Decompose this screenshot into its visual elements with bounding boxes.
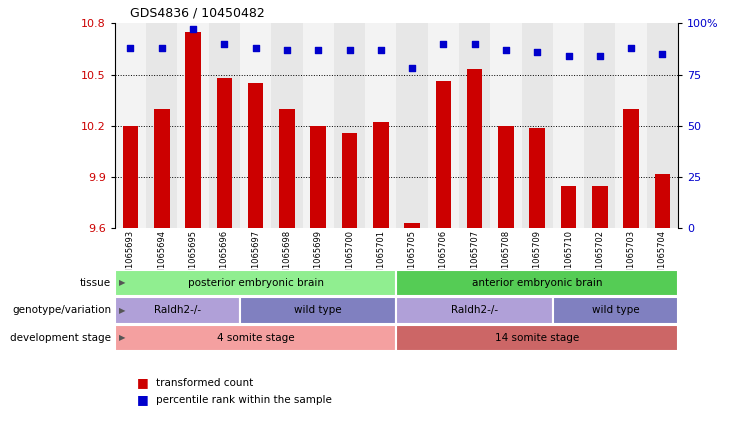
Bar (561, 186, 576, 228)
Text: Raldh2-/-: Raldh2-/- (451, 305, 498, 316)
Text: 14 somite stage: 14 somite stage (495, 333, 579, 343)
Text: genotype/variation: genotype/variation (12, 305, 111, 316)
Text: percentile rank within the sample: percentile rank within the sample (156, 395, 331, 405)
Point (219, 41, 230, 47)
Text: tissue: tissue (80, 278, 111, 288)
Bar (522, 23, 553, 228)
Bar (123, 126, 139, 228)
Bar (247, 83, 264, 228)
Point (344, 47, 356, 53)
Bar (310, 126, 326, 228)
Bar (342, 133, 357, 228)
Text: wild type: wild type (294, 305, 342, 316)
Text: GDS4836 / 10450482: GDS4836 / 10450482 (130, 6, 265, 19)
Text: wild type: wild type (591, 305, 639, 316)
Bar (405, 223, 420, 228)
Bar (334, 23, 365, 228)
Text: development stage: development stage (10, 333, 111, 343)
Point (469, 41, 481, 47)
Bar (373, 122, 388, 228)
Point (375, 47, 387, 53)
Text: anterior embryonic brain: anterior embryonic brain (472, 278, 602, 288)
Bar (302, 23, 334, 228)
Point (531, 49, 543, 55)
Point (156, 44, 167, 51)
Text: Raldh2-/-: Raldh2-/- (154, 305, 201, 316)
Point (187, 26, 199, 33)
Bar (491, 23, 522, 228)
Point (250, 44, 262, 51)
Text: 4 somite stage: 4 somite stage (217, 333, 294, 343)
Bar (271, 23, 302, 228)
Bar (240, 297, 396, 324)
Bar (529, 128, 545, 228)
Bar (396, 23, 428, 228)
Bar (623, 109, 639, 228)
Text: ■: ■ (137, 376, 149, 389)
Text: ▶: ▶ (119, 333, 125, 343)
Point (406, 65, 418, 72)
Point (562, 53, 574, 60)
Bar (279, 109, 295, 228)
Point (657, 51, 668, 58)
Bar (467, 69, 482, 228)
Bar (146, 23, 177, 228)
Text: posterior embryonic brain: posterior embryonic brain (187, 278, 324, 288)
Point (594, 53, 605, 60)
Point (281, 47, 293, 53)
Text: transformed count: transformed count (156, 378, 253, 388)
Bar (115, 325, 396, 351)
Text: ▶: ▶ (119, 306, 125, 315)
Point (312, 47, 324, 53)
Bar (240, 23, 271, 228)
Bar (436, 81, 451, 228)
Bar (553, 297, 678, 324)
Bar (115, 270, 396, 296)
Bar (396, 297, 553, 324)
Bar (154, 109, 170, 228)
Bar (396, 270, 678, 296)
Bar (428, 23, 459, 228)
Bar (177, 23, 209, 228)
Bar (365, 23, 396, 228)
Bar (459, 23, 491, 228)
Bar (185, 32, 201, 228)
Bar (498, 126, 514, 228)
Bar (553, 23, 584, 228)
Bar (592, 186, 608, 228)
Point (500, 47, 512, 53)
Text: ■: ■ (137, 393, 149, 406)
Bar (115, 23, 146, 228)
Bar (654, 174, 670, 228)
Point (124, 44, 136, 51)
Point (437, 41, 449, 47)
Point (625, 44, 637, 51)
Bar (216, 78, 232, 228)
Bar (209, 23, 240, 228)
Bar (115, 297, 240, 324)
Bar (584, 23, 616, 228)
Bar (396, 325, 678, 351)
Bar (616, 23, 647, 228)
Bar (647, 23, 678, 228)
Text: ▶: ▶ (119, 278, 125, 288)
